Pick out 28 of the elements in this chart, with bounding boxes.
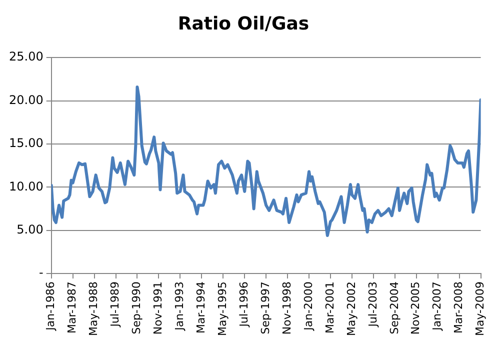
x-tick-label: Nov-2005 bbox=[409, 281, 422, 335]
x-tick-label: May-1988 bbox=[87, 281, 100, 336]
x-tick-label: Mar-2008 bbox=[452, 281, 466, 334]
x-tick-label: May-2009 bbox=[474, 281, 487, 336]
x-tick-label: Sep-2004 bbox=[388, 281, 401, 334]
x-tick-label: May-1995 bbox=[216, 281, 229, 336]
y-tick-label: - bbox=[39, 266, 44, 280]
x-tick-label: Jan-1993 bbox=[173, 281, 186, 332]
y-tick-label: 15.00 bbox=[8, 136, 44, 150]
y-tick-label: 20.00 bbox=[8, 92, 44, 107]
y-tick-label: 5.00 bbox=[16, 222, 44, 236]
x-tick-label: Nov-1991 bbox=[152, 281, 165, 335]
x-tick-label: Sep-1997 bbox=[258, 281, 272, 334]
x-tick-label: Jul-2003 bbox=[366, 281, 380, 328]
x-tick-label: Jan-2007 bbox=[430, 281, 444, 332]
x-tick-label: Mar-1987 bbox=[66, 281, 79, 334]
x-tick-label: Mar-1994 bbox=[194, 281, 208, 334]
x-tick-label: Mar-2001 bbox=[323, 281, 336, 334]
chart-title: Ratio Oil/Gas bbox=[178, 13, 310, 34]
y-tick-label: 10.00 bbox=[8, 179, 44, 194]
x-tick-label: Jan-1986 bbox=[44, 281, 58, 332]
x-tick-label: Nov-1998 bbox=[280, 281, 294, 335]
y-tick-label: 25.00 bbox=[8, 50, 44, 64]
x-tick-label: Jul-1996 bbox=[237, 281, 250, 328]
x-tick-label: Jan-2000 bbox=[302, 281, 315, 332]
x-tick-label: Jul-1989 bbox=[108, 281, 122, 328]
x-tick-label: May-2002 bbox=[344, 281, 358, 336]
x-tick-label: Sep-1990 bbox=[130, 281, 144, 334]
